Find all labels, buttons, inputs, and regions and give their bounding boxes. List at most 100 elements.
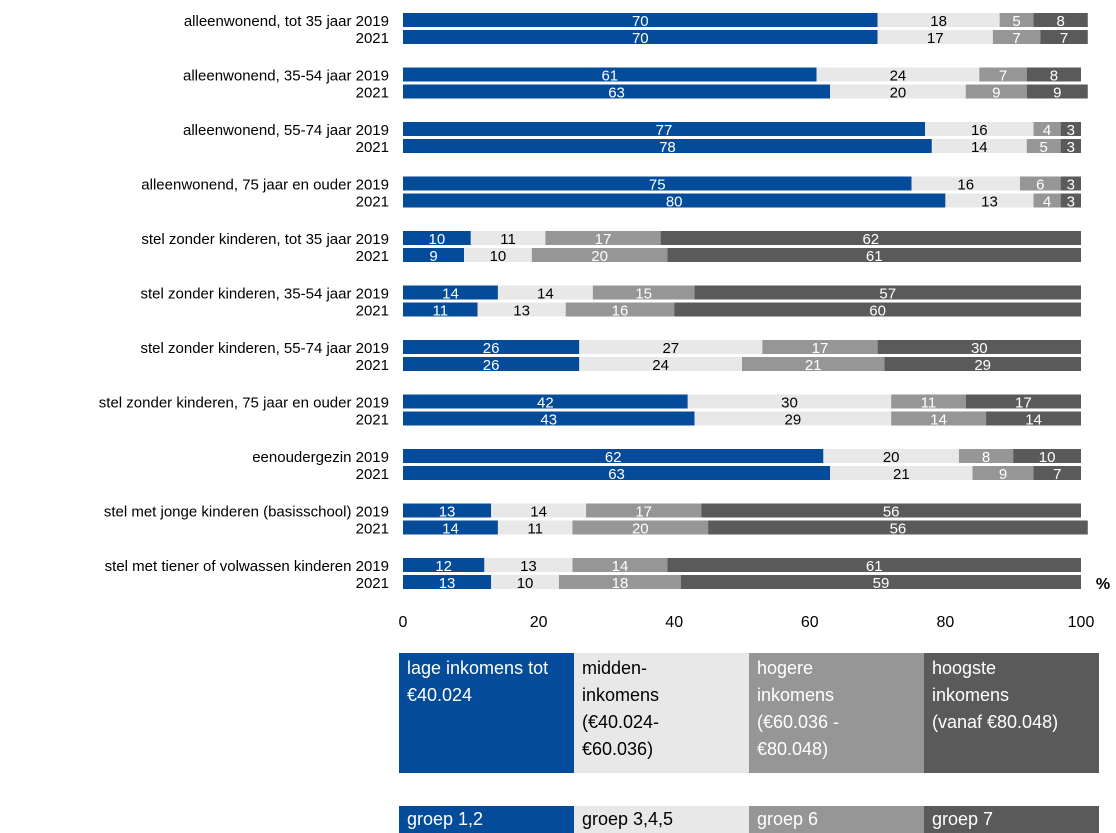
bar-segment — [572, 520, 709, 535]
bar-segment — [674, 302, 1081, 317]
data-label: 43 — [540, 412, 557, 429]
bar-segment — [545, 231, 661, 245]
data-label: 13 — [439, 575, 456, 592]
data-label: 8 — [1056, 13, 1064, 30]
data-label: 75 — [649, 177, 666, 194]
data-label: 70 — [632, 13, 649, 30]
data-label: 57 — [879, 286, 896, 303]
legend: lage inkomens tot €40.024 midden- inkome… — [399, 653, 1099, 773]
bar-segment — [660, 231, 1081, 245]
bar-segment — [403, 466, 831, 480]
bar-segment — [403, 302, 478, 317]
bar-segment — [986, 411, 1081, 426]
bar-segment — [403, 503, 492, 518]
x-axis: 0 20 40 60 80 100% — [399, 576, 1111, 631]
data-label: 13 — [439, 504, 456, 521]
category-label: alleenwonend, 75 jaar en ouder 2019 — [141, 177, 389, 194]
bar-segment — [403, 84, 831, 99]
data-label: 11 — [921, 395, 937, 412]
group-legend: groep 1,2 groep 3,4,5 groep 6 groep 7 — [399, 806, 1099, 833]
category-label: 2021 — [356, 85, 389, 102]
data-label: 17 — [927, 30, 944, 47]
bar-segment — [403, 13, 878, 27]
data-label: 7 — [1060, 30, 1068, 47]
data-label: 4 — [1043, 122, 1051, 139]
data-label: 11 — [433, 303, 449, 320]
data-label: 9 — [999, 466, 1007, 483]
bar-segment — [579, 340, 763, 354]
bar-segment — [403, 520, 498, 535]
bar-segment — [497, 520, 573, 535]
data-label: 8 — [982, 449, 990, 466]
bar-segment — [403, 449, 824, 463]
data-label: 10 — [517, 575, 534, 592]
data-label: 6 — [1036, 177, 1044, 194]
bar-segment — [687, 394, 892, 409]
data-label: 18 — [612, 575, 629, 592]
category-label: 2021 — [356, 575, 389, 592]
data-label: 80 — [666, 194, 683, 211]
stacked-bar-chart: 70 18 5 870 17 7 761 24 7 863 20 9 977 16 4 378 14 5 375 16… — [99, 13, 1111, 631]
bar-segment — [470, 231, 546, 245]
category-label: 2021 — [356, 30, 389, 47]
data-label: 26 — [483, 340, 500, 357]
bar-segment — [403, 558, 485, 572]
bar-segment — [877, 30, 993, 44]
bar-segment — [403, 248, 465, 262]
category-label: alleenwonend, 55-74 jaar 2019 — [183, 122, 389, 139]
bar-segment — [558, 575, 681, 589]
data-label: 14 — [971, 139, 988, 156]
bar-segment — [1019, 176, 1061, 191]
data-label: 14 — [530, 504, 547, 521]
bar-segment — [1060, 139, 1081, 153]
bar-segment — [565, 302, 675, 317]
group-label-7: groep 7 — [924, 806, 1099, 833]
data-label: 62 — [605, 449, 622, 466]
bar-segment — [403, 357, 580, 371]
bar-segment — [667, 248, 1081, 262]
data-label: 24 — [890, 68, 907, 85]
bar-segment — [592, 285, 695, 300]
data-label: 60 — [869, 303, 886, 320]
bar-segment — [491, 575, 559, 589]
bar-segment — [667, 558, 1081, 572]
data-label: 16 — [612, 303, 629, 320]
category-label: alleenwonend, 35-54 jaar 2019 — [183, 68, 389, 85]
data-label: 8 — [1050, 68, 1058, 85]
category-label: stel zonder kinderen, 55-74 jaar 2019 — [141, 340, 390, 357]
x-tick-label: 100 — [1068, 614, 1095, 631]
data-label: 17 — [635, 504, 652, 521]
data-label: 11 — [527, 521, 543, 538]
unit-label: % — [1096, 576, 1110, 593]
bar-segment — [701, 503, 1081, 518]
bar-segment — [911, 176, 1020, 191]
x-tick-label: 60 — [801, 614, 819, 631]
data-label: 20 — [632, 521, 649, 538]
x-tick-label: 40 — [665, 614, 683, 631]
bar-segment — [999, 13, 1034, 27]
category-label: 2021 — [356, 303, 389, 320]
x-tick-label: 20 — [530, 614, 548, 631]
bar-segment — [1060, 176, 1081, 191]
bar-segment — [1013, 449, 1081, 463]
bar-segment — [965, 394, 1081, 409]
bar-segment — [403, 575, 492, 589]
bar-segment — [572, 558, 668, 572]
bar-segment — [403, 67, 817, 82]
category-label: stel zonder kinderen, 75 jaar en ouder 2… — [99, 395, 389, 412]
bar-segment — [830, 84, 966, 99]
bar-segment — [694, 285, 1081, 300]
bar-segment — [965, 84, 1027, 99]
data-label: 5 — [1012, 13, 1020, 30]
group-label-6: groep 6 — [749, 806, 924, 833]
data-label: 21 — [805, 357, 822, 374]
data-label: 14 — [612, 558, 629, 575]
bar-segment — [884, 357, 1081, 371]
bar-segment — [694, 411, 892, 426]
data-label: 17 — [595, 231, 612, 248]
bar-segment — [1040, 30, 1088, 44]
bar-segment — [403, 340, 580, 354]
bar-segment — [1026, 139, 1061, 153]
bar-segment — [1026, 84, 1088, 99]
bar-segment — [1033, 466, 1081, 480]
